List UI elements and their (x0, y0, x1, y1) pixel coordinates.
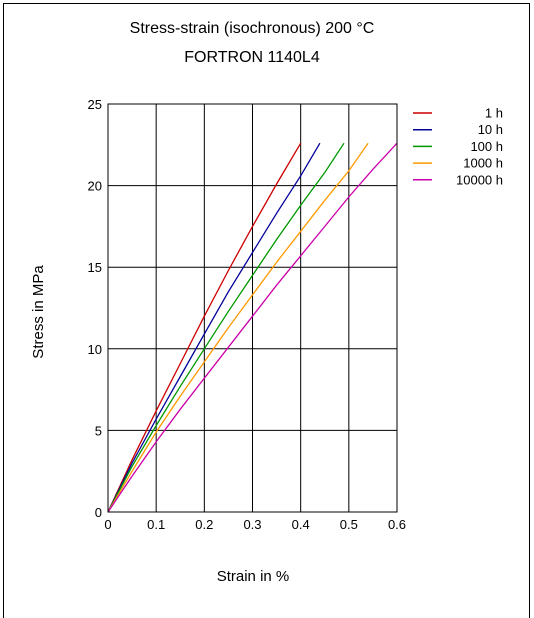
x-tick-label: 0.4 (292, 517, 310, 532)
y-tick-label: 25 (88, 97, 102, 112)
x-tick-label: 0.1 (147, 517, 165, 532)
x-tick-label: 0.3 (243, 517, 261, 532)
x-tick-label: 0 (104, 517, 111, 532)
series-lines (107, 142, 398, 513)
chart: Stress-strain (isochronous) 200 °C FORTR… (30, 20, 503, 585)
chart-frame (3, 3, 530, 618)
series-line (107, 142, 369, 513)
legend-label: 10 h (478, 122, 503, 137)
y-tick-labels: 0 5 10 15 20 25 (88, 97, 102, 520)
x-tick-label: 0.2 (195, 517, 213, 532)
y-tick-label: 20 (88, 179, 102, 194)
x-tick-label: 0.5 (340, 517, 358, 532)
legend-label: 100 h (470, 139, 503, 154)
legend-label: 10000 h (456, 172, 503, 187)
y-tick-label: 15 (88, 260, 102, 275)
series-line (107, 142, 345, 513)
plot-border (107, 103, 398, 513)
grid (107, 103, 398, 513)
series-line (107, 142, 321, 513)
y-tick-label: 10 (88, 342, 102, 357)
legend-label: 1000 h (463, 156, 503, 171)
series-line (107, 142, 302, 513)
chart-subtitle: FORTRON 1140L4 (184, 49, 320, 66)
y-axis-label: Stress in MPa (30, 265, 47, 359)
y-tick-label: 5 (95, 423, 102, 438)
series-line (107, 142, 398, 513)
x-tick-label: 0.6 (388, 517, 406, 532)
y-tick-label: 0 (95, 505, 102, 520)
x-tick-labels: 0 0.1 0.2 0.3 0.4 0.5 0.6 (104, 517, 406, 532)
legend-label: 1 h (485, 106, 503, 121)
chart-title: Stress-strain (isochronous) 200 °C (130, 20, 375, 37)
x-axis-label: Strain in % (217, 568, 290, 585)
